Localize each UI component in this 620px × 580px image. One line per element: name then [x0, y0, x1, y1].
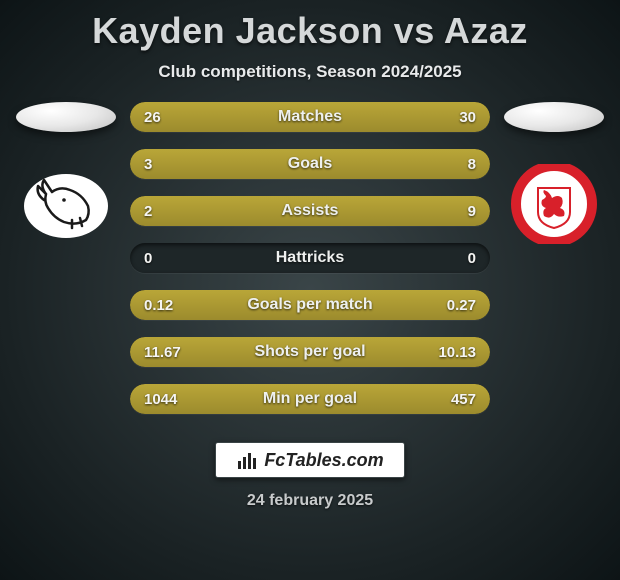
metric-label: Shots per goal: [130, 337, 490, 367]
stat-row: 00Hattricks: [130, 243, 490, 273]
stat-row: 29Assists: [130, 196, 490, 226]
middlesbrough-crest-icon: [504, 164, 604, 244]
stat-row: 38Goals: [130, 149, 490, 179]
subtitle: Club competitions, Season 2024/2025: [0, 62, 620, 82]
metric-label: Assists: [130, 196, 490, 226]
stats-column: 2630Matches 38Goals 29Assists 00Hattricks 0.…: [126, 102, 494, 414]
metric-label: Matches: [130, 102, 490, 132]
metric-label: Goals: [130, 149, 490, 179]
stat-row: 11.6710.13Shots per goal: [130, 337, 490, 367]
page-title: Kayden Jackson vs Azaz: [0, 0, 620, 52]
left-player-icon: [16, 102, 116, 132]
brand-text: FcTables.com: [264, 450, 383, 471]
metric-label: Goals per match: [130, 290, 490, 320]
stat-row: 0.120.27Goals per match: [130, 290, 490, 320]
comparison-layout: 2630Matches 38Goals 29Assists 00Hattricks 0.…: [0, 102, 620, 414]
metric-label: Hattricks: [130, 243, 490, 273]
bars-icon: [236, 449, 258, 471]
date-label: 24 february 2025: [0, 492, 620, 510]
left-side: [6, 102, 126, 414]
right-player-icon: [504, 102, 604, 132]
left-club-crest: [16, 164, 116, 244]
stat-row: 2630Matches: [130, 102, 490, 132]
brand-badge: FcTables.com: [215, 442, 405, 478]
right-club-crest: [504, 164, 604, 244]
right-side: [494, 102, 614, 414]
metric-label: Min per goal: [130, 384, 490, 414]
ram-crest-icon: [16, 164, 116, 244]
stat-row: 1044457Min per goal: [130, 384, 490, 414]
